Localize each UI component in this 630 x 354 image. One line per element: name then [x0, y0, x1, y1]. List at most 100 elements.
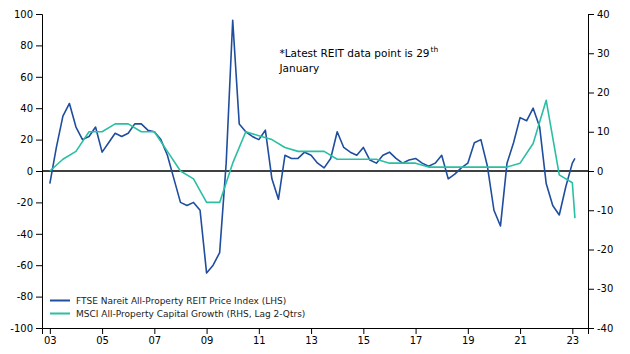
annotation-superscript: th [431, 45, 439, 54]
y2-axis-tick-label: 30 [597, 48, 610, 59]
series-line [50, 100, 575, 218]
y-axis-tick: -80 [17, 291, 42, 302]
y2-axis-tick: 20 [588, 87, 610, 98]
x-axis-tick-mark [207, 328, 208, 334]
y2-axis-tick-label: 40 [597, 9, 610, 20]
y-axis-tick: -40 [17, 229, 42, 240]
legend-label: MSCI All-Property Capital Growth (RHS, L… [76, 309, 305, 319]
y-axis-tick-mark [36, 140, 42, 141]
x-axis-tick: 15 [357, 328, 370, 346]
x-axis-tick-label: 15 [357, 335, 370, 346]
y-axis-tick-mark [36, 171, 42, 172]
y-axis-tick-mark [36, 45, 42, 46]
y2-axis: -40 -30 -20 -10 0 10 20 30 40 [588, 9, 613, 334]
y-axis-tick-label: 20 [20, 134, 33, 145]
y-axis-tick-mark [36, 265, 42, 266]
lines [50, 20, 575, 273]
y-axis-tick-label: 0 [27, 166, 33, 177]
y2-axis-tick: -40 [588, 323, 613, 334]
x-axis-tick-mark [311, 328, 312, 334]
chart: 0305070911131517192123-100-80-60-40-2002… [0, 0, 630, 354]
y-axis-tick-label: -20 [17, 197, 33, 208]
x-axis-tick-label: 17 [410, 335, 423, 346]
y2-axis-tick-mark [588, 93, 594, 94]
y-axis-tick: 100 [14, 9, 42, 20]
series-line [50, 20, 575, 273]
legend-label: FTSE Nareit All-Property REIT Price Inde… [76, 296, 286, 306]
y2-axis-tick-mark [588, 250, 594, 251]
y-axis-tick: -60 [17, 260, 42, 271]
y-axis-tick: 20 [20, 134, 42, 145]
x-axis-tick-mark [50, 328, 51, 334]
y2-axis-tick-label: 0 [597, 166, 603, 177]
x-axis-tick-label: 11 [253, 335, 266, 346]
y-axis-tick-mark [36, 14, 42, 15]
y2-axis-line [589, 15, 595, 329]
annotation: *Latest REIT data point is 29 [280, 47, 430, 59]
y2-axis-tick: 40 [588, 9, 610, 20]
y-axis-tick: 40 [20, 103, 42, 114]
y-axis-tick-label: 80 [20, 40, 33, 51]
x-axis-tick-label: 07 [148, 335, 161, 346]
x-axis-tick: 17 [410, 328, 423, 346]
y2-axis-tick-mark [588, 210, 594, 211]
legend: FTSE Nareit All-Property REIT Price Inde… [50, 296, 305, 319]
x-axis-tick-mark [154, 328, 155, 334]
y2-axis-tick: -10 [588, 205, 613, 216]
y2-axis-tick-mark [588, 328, 594, 329]
y-axis: -100 -80 -60 -40 -20 0 20 40 60 80 100 [10, 9, 42, 334]
x-axis-tick-label: 05 [96, 335, 109, 346]
x-axis-tick-mark [363, 328, 364, 334]
y-axis-tick-mark [36, 328, 42, 329]
y2-axis-tick-label: -30 [597, 283, 613, 294]
y2-axis-tick: -20 [588, 244, 613, 255]
x-axis-tick-label: 23 [566, 335, 579, 346]
y-axis-tick: 60 [20, 72, 42, 83]
x-axis-tick: 03 [44, 328, 57, 346]
x-axis-tick-mark [468, 328, 469, 334]
x-axis-tick: 09 [201, 328, 214, 346]
x-axis-tick-mark [520, 328, 521, 334]
y2-axis-tick-label: -40 [597, 323, 613, 334]
plot: 0305070911131517192123-100-80-60-40-2002… [10, 9, 613, 346]
x-axis-tick-mark [102, 328, 103, 334]
y-axis-tick-label: 60 [20, 72, 33, 83]
x-axis-tick: 13 [305, 328, 318, 346]
y-axis-tick-label: 40 [20, 103, 33, 114]
x-axis-tick: 07 [148, 328, 161, 346]
y-axis-tick-label: -80 [17, 291, 33, 302]
y2-axis-tick: 0 [588, 166, 603, 177]
y2-axis-tick-mark [588, 171, 594, 172]
y-axis-tick: 0 [27, 166, 42, 177]
x-axis-tick: 11 [253, 328, 266, 346]
x-axis-tick-label: 03 [44, 335, 57, 346]
x-axis-tick-label: 09 [201, 335, 214, 346]
y-axis-tick: 80 [20, 40, 42, 51]
y2-axis-tick-label: -20 [597, 244, 613, 255]
x-axis: 0305070911131517192123 [43, 328, 589, 346]
y2-axis-tick: 30 [588, 48, 610, 59]
y-axis-tick-label: -100 [10, 323, 33, 334]
y-axis-tick-mark [36, 234, 42, 235]
legend-swatch [50, 300, 70, 302]
y2-axis-tick-mark [588, 14, 594, 15]
y2-axis-tick-label: 20 [597, 87, 610, 98]
x-axis-tick-mark [572, 328, 573, 334]
y2-axis-tick-mark [588, 53, 594, 54]
y-axis-tick-mark [36, 108, 42, 109]
x-axis-tick: 21 [514, 328, 527, 346]
legend-swatch [50, 313, 70, 315]
y-axis-tick-label: 100 [14, 9, 33, 20]
y2-axis-tick: 10 [588, 126, 610, 137]
x-axis-tick-label: 21 [514, 335, 527, 346]
x-axis-line [43, 329, 589, 335]
y2-axis-tick-label: 10 [597, 126, 610, 137]
x-axis-tick-mark [259, 328, 260, 334]
y2-axis-tick-mark [588, 289, 594, 290]
x-axis-tick-mark [416, 328, 417, 334]
y-axis-tick-mark [36, 297, 42, 298]
y-axis-tick: -20 [17, 197, 42, 208]
y2-axis-tick-mark [588, 132, 594, 133]
x-axis-tick: 23 [566, 328, 579, 346]
y2-axis-tick: -30 [588, 283, 613, 294]
